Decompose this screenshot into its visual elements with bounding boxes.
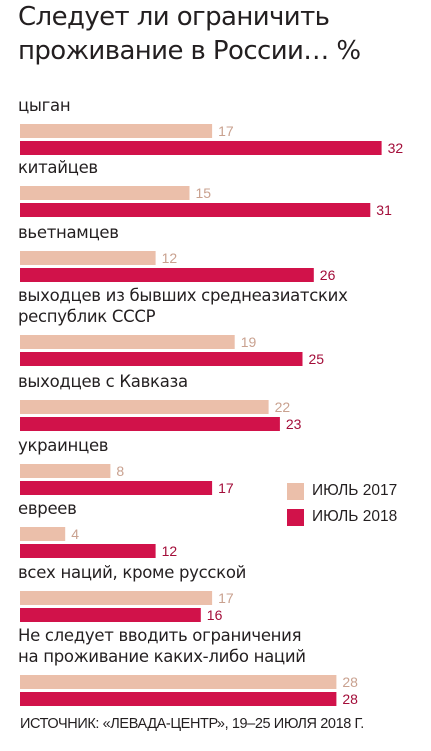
category-label: выходцев с Кавказа — [18, 372, 188, 391]
chart-legend: ИЮЛЬ 2017 ИЮЛЬ 2018 — [287, 478, 397, 530]
category-label: на проживание каких-либо наций — [18, 647, 306, 666]
bar-2018 — [20, 203, 371, 217]
bar-2018 — [20, 544, 156, 558]
bar-2018 — [20, 608, 201, 622]
bar-2018 — [20, 352, 303, 366]
value-label-2018: 12 — [162, 543, 178, 559]
category-label: всех наций, кроме русской — [18, 563, 246, 582]
bar-2018 — [20, 481, 213, 495]
category-label: цыган — [18, 96, 70, 115]
bar-2017 — [20, 335, 235, 349]
value-label-2018: 31 — [376, 202, 392, 218]
category-label: выходцев из бывших среднеазиатских — [18, 286, 348, 305]
value-label-2018: 32 — [388, 140, 404, 156]
category-label: украинцев — [18, 436, 108, 455]
bar-2017 — [20, 527, 66, 541]
chart-title-line-1: Следует ли ограничить — [18, 2, 330, 32]
bar-2017 — [20, 591, 213, 605]
value-label-2017: 22 — [275, 399, 291, 415]
legend-swatch-2018 — [287, 508, 304, 526]
legend-swatch-2017 — [287, 482, 304, 500]
legend-label-2018: ИЮЛЬ 2018 — [312, 508, 398, 525]
value-label-2017: 8 — [116, 463, 124, 479]
bar-2018 — [20, 141, 382, 155]
value-label-2017: 12 — [162, 250, 178, 266]
value-label-2018: 26 — [320, 267, 336, 283]
chart-title: Следует ли ограничить проживание в Росси… — [18, 0, 418, 68]
category-label: республик СССР — [18, 307, 156, 326]
legend-label-2017: ИЮЛЬ 2017 — [312, 482, 398, 499]
source-note: ИСТОЧНИК: «ЛЕВАДА-ЦЕНТР», 19–25 ИЮЛЯ 201… — [20, 716, 364, 732]
bar-2018 — [20, 692, 337, 706]
value-label-2018: 16 — [207, 607, 223, 623]
bar-2017 — [20, 186, 190, 200]
bar-2018 — [20, 268, 314, 282]
value-label-2017: 17 — [218, 590, 234, 606]
bar-2017 — [20, 251, 156, 265]
value-label-2018: 23 — [286, 416, 302, 432]
value-label-2017: 28 — [342, 674, 358, 690]
value-label-2018: 25 — [309, 351, 325, 367]
value-label-2017: 15 — [196, 185, 212, 201]
legend-item-2018: ИЮЛЬ 2018 — [287, 504, 397, 530]
bar-2017 — [20, 675, 337, 689]
chart-title-line-2: проживание в России… % — [18, 36, 361, 66]
category-label: китайцев — [18, 158, 98, 177]
category-label: Не следует вводить ограничения — [18, 626, 301, 645]
legend-item-2017: ИЮЛЬ 2017 — [287, 478, 397, 504]
value-label-2017: 4 — [71, 526, 79, 542]
bar-2018 — [20, 417, 280, 431]
value-label-2018: 17 — [218, 480, 234, 496]
bar-2017 — [20, 124, 213, 138]
category-label: вьетнамцев — [18, 223, 119, 242]
value-label-2017: 17 — [218, 123, 234, 139]
value-label-2017: 19 — [241, 334, 257, 350]
bar-2017 — [20, 464, 111, 478]
bar-2017 — [20, 400, 269, 414]
category-label: евреев — [18, 499, 77, 518]
value-label-2018: 28 — [342, 691, 358, 707]
